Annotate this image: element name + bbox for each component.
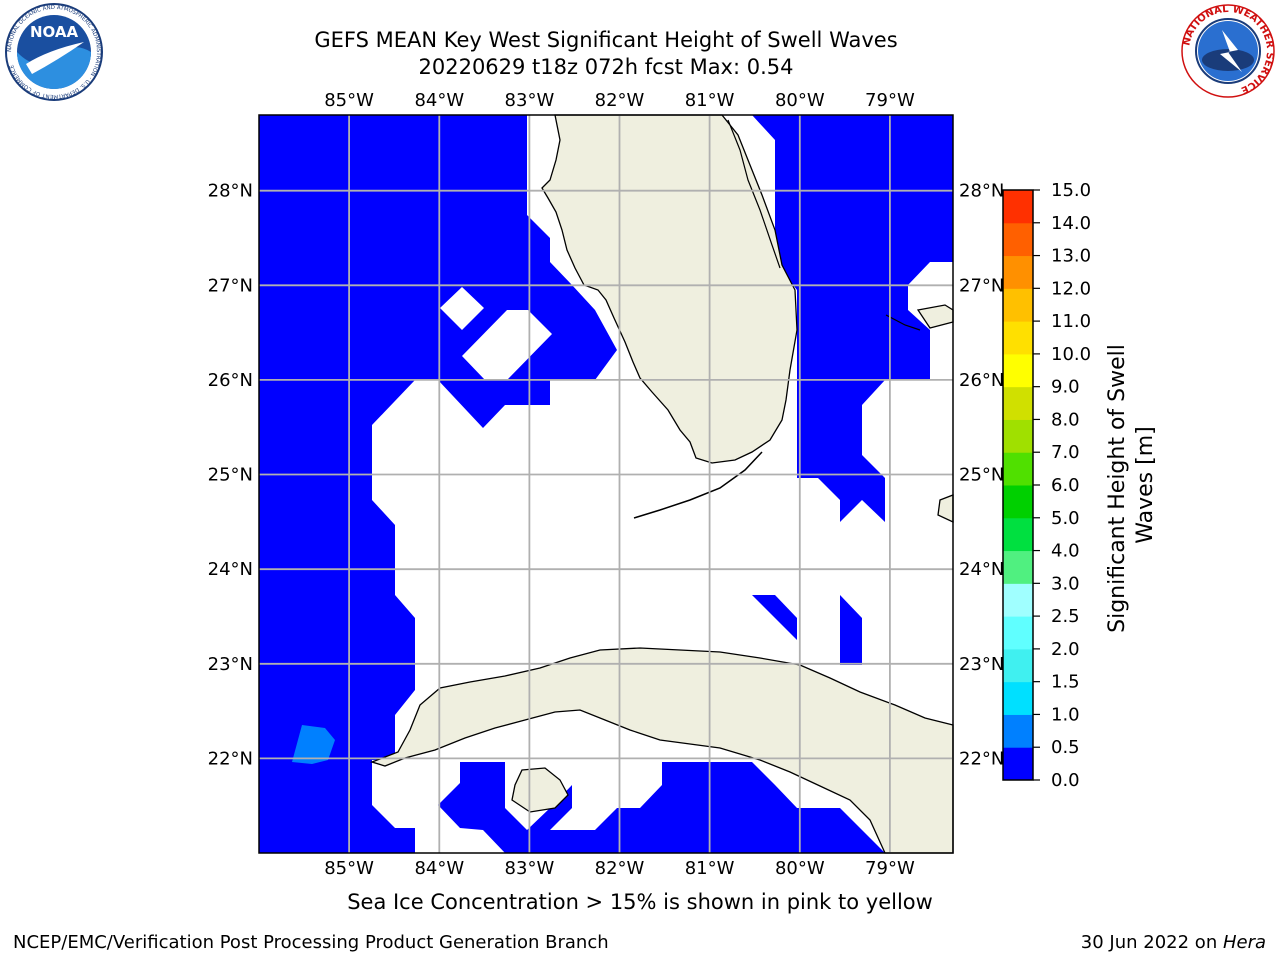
footer-date: 30 Jun 2022 on Hera — [1081, 932, 1266, 953]
footer-machine: Hera — [1222, 932, 1266, 953]
lat-label-left: 23°N — [208, 654, 253, 675]
map-title: GEFS MEAN Key West Significant Height of… — [314, 28, 898, 52]
noaa-logo: NOAA NATIONAL OCEANIC AND ATMOSPHERIC AD… — [5, 3, 103, 101]
colorbar-tick-label: 6.0 — [1051, 475, 1080, 496]
lon-label-bottom: 85°W — [324, 858, 374, 879]
colorbar-tick-label: 14.0 — [1051, 213, 1091, 234]
colorbar-swatch — [1003, 550, 1033, 584]
map-gridlines — [259, 115, 953, 853]
lat-label-left: 25°N — [208, 465, 253, 486]
lon-label-top: 85°W — [324, 90, 374, 111]
colorbar-tick-label: 0.0 — [1051, 770, 1080, 791]
lon-label-bottom: 82°W — [595, 858, 645, 879]
colorbar-swatch — [1003, 353, 1033, 388]
lon-label-top: 80°W — [775, 90, 825, 111]
colorbar-tick-label: 13.0 — [1051, 246, 1091, 267]
lat-label-left: 27°N — [208, 275, 253, 296]
colorbar-tick-label: 7.0 — [1051, 442, 1080, 463]
colorbar-swatch — [1003, 517, 1033, 552]
isla-juventud — [511, 767, 569, 813]
svg-text:Significant Height of Swell: Significant Height of Swell Waves [m] — [1105, 337, 1158, 633]
colorbar-swatch — [1003, 681, 1033, 715]
colorbar-swatch — [1003, 190, 1033, 224]
colorbar-tick-label: 2.0 — [1051, 639, 1080, 660]
lon-label-bottom: 83°W — [505, 858, 555, 879]
colorbar-tick-label: 10.0 — [1051, 344, 1091, 365]
colorbar-swatch — [1003, 222, 1033, 257]
colorbar-swatch — [1003, 255, 1033, 289]
lon-label-bottom: 80°W — [775, 858, 825, 879]
colorbar-tick-label: 0.5 — [1051, 737, 1080, 758]
colorbar-tick-label: 3.0 — [1051, 573, 1080, 594]
lon-label-top: 79°W — [865, 90, 915, 111]
map-subtitle: 20220629 t18z 072h fcst Max: 0.54 — [418, 55, 794, 79]
colorbar-tick-label: 1.0 — [1051, 704, 1080, 725]
colorbar-swatch — [1003, 648, 1033, 683]
lon-label-top: 84°W — [414, 90, 464, 111]
lat-label-left: 22°N — [208, 748, 253, 769]
colorbar-tick-label: 1.5 — [1051, 672, 1080, 693]
colorbar-swatch — [1003, 583, 1033, 617]
lat-label-right: 23°N — [959, 654, 1004, 675]
lat-label-right: 24°N — [959, 559, 1004, 580]
florida-land — [541, 114, 798, 464]
swell-patch-0.5m — [292, 725, 335, 764]
colorbar-label-line2: Waves [m] — [1133, 426, 1158, 543]
colorbar-swatch — [1003, 321, 1033, 355]
colorbar-swatch — [1003, 714, 1033, 748]
colorbar-tick-label: 12.0 — [1051, 278, 1091, 299]
florida-keys — [633, 451, 763, 519]
colorbar-tick-label: 5.0 — [1051, 508, 1080, 529]
colorbar-tick-label: 9.0 — [1051, 377, 1080, 398]
bahamas-coast — [885, 314, 921, 331]
colorbar-tick-label: 15.0 — [1051, 180, 1091, 201]
colorbar-swatch — [1003, 386, 1033, 420]
ocean-field — [752, 595, 797, 640]
colorbar-swatch — [1003, 747, 1033, 781]
lat-label-left: 28°N — [208, 181, 253, 202]
noaa-logo-text: NOAA — [30, 23, 79, 41]
lon-label-bottom: 84°W — [414, 858, 464, 879]
nws-logo: NATIONAL WEATHER SERVICE — [1181, 4, 1275, 98]
lon-label-bottom: 79°W — [865, 858, 915, 879]
footer-date-text: 30 Jun 2022 on — [1080, 932, 1223, 953]
colorbar-label-line1: Significant Height of Swell — [1105, 344, 1130, 633]
lat-label-right: 25°N — [959, 465, 1004, 486]
colorbar — [1002, 189, 1034, 781]
colorbar-swatch — [1003, 616, 1033, 650]
lon-label-bottom: 81°W — [685, 858, 735, 879]
lat-label-right: 27°N — [959, 275, 1004, 296]
lat-label-right: 26°N — [959, 370, 1004, 391]
colorbar-swatch — [1003, 452, 1033, 486]
lat-label-left: 26°N — [208, 370, 253, 391]
colorbar-swatch — [1003, 485, 1033, 519]
lat-label-left: 24°N — [208, 559, 253, 580]
colorbar-swatch — [1003, 288, 1033, 322]
ocean-field — [438, 762, 885, 853]
lon-label-top: 81°W — [685, 90, 735, 111]
lat-label-right: 22°N — [959, 748, 1004, 769]
footer-credit: NCEP/EMC/Verification Post Processing Pr… — [13, 932, 609, 953]
ocean-field — [752, 115, 953, 522]
colorbar-tick-label: 11.0 — [1051, 311, 1091, 332]
map-frame — [258, 114, 954, 854]
colorbar-tick-label: 8.0 — [1051, 409, 1080, 430]
lat-label-right: 28°N — [959, 181, 1004, 202]
lon-label-top: 83°W — [505, 90, 555, 111]
colorbar-swatch — [1003, 419, 1033, 453]
sea-ice-caption: Sea Ice Concentration > 15% is shown in … — [347, 890, 933, 914]
colorbar-tick-label: 4.0 — [1051, 541, 1080, 562]
ocean-field — [840, 595, 862, 665]
lon-label-top: 82°W — [595, 90, 645, 111]
florida-coast-detail — [727, 119, 781, 269]
colorbar-tick-label: 2.5 — [1051, 606, 1080, 627]
